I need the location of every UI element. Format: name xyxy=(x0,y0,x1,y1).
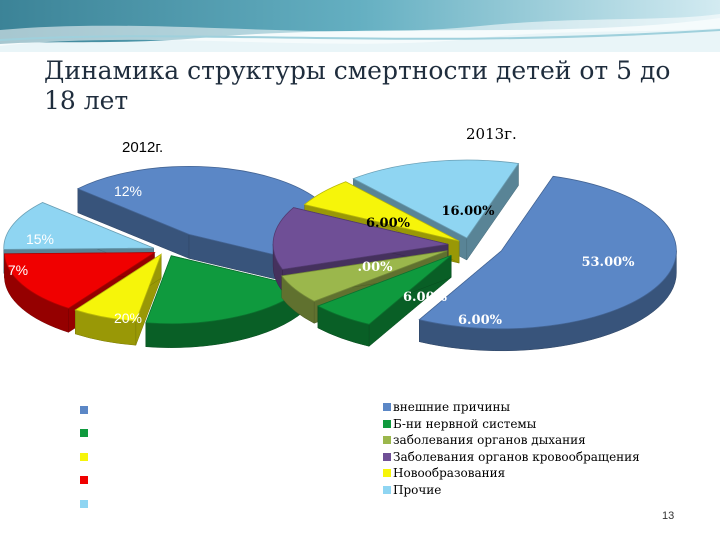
legend-label: Внешние причины xyxy=(90,402,193,417)
legend-swatch xyxy=(383,436,391,445)
pie-slice xyxy=(272,207,449,270)
pie-slice xyxy=(74,253,163,322)
page-number: 13 xyxy=(662,510,675,522)
header-banner xyxy=(0,0,720,52)
chart-title-2012: 2012г. xyxy=(122,139,163,156)
legend-item: Новообразования xyxy=(383,465,640,482)
pie-data-label: 7% xyxy=(8,262,28,278)
legend-swatch xyxy=(383,469,391,478)
legend-label: внешние причины xyxy=(393,400,511,415)
legend-label: Прочие xyxy=(393,482,442,497)
legend-swatch xyxy=(383,485,391,494)
legend-label: Заболевания органов кровообращения xyxy=(393,449,640,464)
pie-data-label: .00% xyxy=(358,260,394,275)
legend-label: Б-ни нервной системы xyxy=(393,416,537,431)
legend-label: Б-ни нервной системы xyxy=(90,426,216,441)
legend-item: Прочие xyxy=(80,492,216,516)
pie-data-label: 6.00% xyxy=(403,290,448,305)
legend-swatch xyxy=(383,403,391,412)
legend-swatch xyxy=(80,405,88,414)
pie-slice xyxy=(303,181,460,242)
pie-slice xyxy=(3,202,154,250)
pie-data-label: 15% xyxy=(26,231,54,247)
legend-item: Б-ни нервной системы xyxy=(383,416,640,433)
pie-slice xyxy=(352,159,520,239)
legend-swatch xyxy=(80,429,88,438)
legend-label: ВАР xyxy=(90,473,114,488)
pie-data-label: 53.00% xyxy=(581,255,635,270)
legend-swatch xyxy=(80,476,88,485)
legend-item: Внешние причины xyxy=(80,398,216,422)
slide-title: Динамика структуры смертности детей от 5… xyxy=(44,56,671,115)
pie-slice xyxy=(281,250,448,302)
legend-2012: Внешние причины Б-ни нервной системы Новоо… xyxy=(80,398,216,516)
pie-data-label: 6.00% xyxy=(458,313,503,328)
pie-chart-2013: 53.00% 6.00% 6.00% .00% 6.00% 16.00% xyxy=(272,159,677,352)
pie-data-label: 12% xyxy=(114,183,142,199)
legend-label: Прочие xyxy=(90,496,132,511)
legend-swatch xyxy=(80,499,88,508)
legend-item: заболевания органов дыхания xyxy=(383,432,640,449)
legend-item: внешние причины xyxy=(383,399,640,416)
chart-title-2013: 2013г. xyxy=(466,125,517,143)
pie-data-label: 6.00% xyxy=(366,216,411,231)
legend-label: заболевания органов дыхания xyxy=(393,433,586,448)
pie-slice xyxy=(418,175,677,330)
pie-data-label: 20% xyxy=(114,310,142,326)
legend-item: Заболевания органов кровообращения xyxy=(383,449,640,466)
legend-swatch xyxy=(383,419,391,428)
legend-swatch xyxy=(80,452,88,461)
legend-item: Б-ни нервной системы xyxy=(80,422,216,446)
legend-item: ВАР xyxy=(80,469,216,493)
pie-slice xyxy=(4,252,156,309)
legend-label: Новообразования xyxy=(90,449,190,464)
pie-data-label: 16.00% xyxy=(441,204,495,219)
legend-item: Прочие xyxy=(383,482,640,499)
legend-item: Новообразования xyxy=(80,445,216,469)
legend-label: Новообразования xyxy=(393,466,506,481)
legend-2013: внешние причины Б-ни нервной системы забол… xyxy=(383,399,640,498)
pie-chart-2012: 46%20%7%15%12% xyxy=(3,166,340,348)
pie-slice xyxy=(316,255,452,325)
legend-swatch xyxy=(383,452,391,461)
